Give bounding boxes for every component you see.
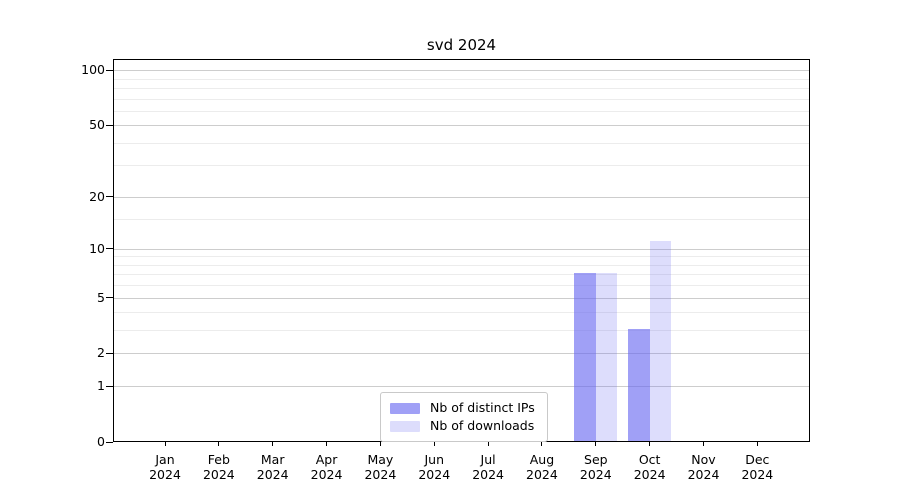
legend-swatch-downloads-icon — [390, 420, 420, 432]
x-tick-mark — [595, 442, 597, 446]
x-tick-label: Jun 2024 — [400, 452, 468, 482]
gridline-minor — [114, 165, 809, 167]
x-tick-month: Aug — [529, 452, 555, 467]
x-tick-label: Dec 2024 — [723, 452, 791, 482]
gridline-major — [114, 353, 809, 355]
x-tick-mark — [433, 442, 435, 446]
bar-distinct-ips-sep — [574, 273, 596, 441]
x-tick-year: 2024 — [256, 467, 289, 482]
y-tick-label: 5 — [97, 289, 105, 305]
x-tick-label: Nov 2024 — [670, 452, 738, 482]
x-tick-label: Sep 2024 — [562, 452, 630, 482]
x-tick-label: Jan 2024 — [131, 452, 199, 482]
legend-item-downloads: Nb of downloads — [390, 418, 538, 434]
x-tick-month: Feb — [207, 452, 230, 467]
x-tick-mark — [326, 442, 328, 446]
gridline-minor — [114, 285, 809, 287]
x-tick-year: 2024 — [526, 467, 558, 482]
legend-item-distinct-ips: Nb of distinct IPs — [390, 400, 538, 416]
y-tick-label: 20 — [89, 188, 105, 204]
gridline-minor — [114, 87, 809, 89]
bar-distinct-ips-oct — [628, 329, 650, 441]
x-tick-label: Feb 2024 — [185, 452, 253, 482]
x-tick-month: Apr — [315, 452, 338, 467]
x-tick-label: Jul 2024 — [454, 452, 522, 482]
y-tick-label: 0 — [97, 434, 105, 449]
gridline-minor — [114, 274, 809, 276]
gridline-major — [114, 248, 809, 250]
x-tick-year: 2024 — [579, 467, 612, 482]
x-tick-year: 2024 — [364, 467, 397, 482]
gridline-major — [114, 386, 809, 388]
x-tick-label: Mar 2024 — [239, 452, 307, 482]
gridline-major — [114, 70, 809, 72]
y-tick-mark — [106, 196, 113, 198]
plot-area — [113, 59, 810, 442]
gridline-minor — [114, 330, 809, 332]
x-tick-month: Nov — [691, 452, 716, 467]
gridline-minor — [114, 110, 809, 112]
x-tick-month: Sep — [584, 452, 608, 467]
x-tick-mark — [272, 442, 274, 446]
y-tick-label: 10 — [89, 240, 105, 256]
x-tick-label: Apr 2024 — [293, 452, 361, 482]
x-tick-mark — [703, 442, 704, 446]
x-tick-mark — [218, 442, 220, 446]
gridline-minor — [114, 218, 809, 220]
y-tick-mark — [106, 69, 113, 71]
x-tick-year: 2024 — [202, 467, 235, 482]
legend-label-distinct-ips: Nb of distinct IPs — [430, 400, 535, 415]
x-tick-month: Oct — [638, 452, 661, 467]
y-tick-label: 50 — [89, 117, 105, 133]
x-tick-month: May — [367, 452, 394, 467]
bar-downloads-oct — [649, 240, 672, 441]
y-tick-mark — [106, 248, 113, 250]
gridline-major — [114, 196, 809, 198]
x-tick-year: 2024 — [149, 467, 181, 482]
x-tick-month: Jul — [480, 452, 496, 467]
x-tick-year: 2024 — [472, 467, 504, 482]
y-tick-label: 1 — [97, 378, 105, 394]
gridline-major — [114, 297, 809, 299]
x-tick-year: 2024 — [418, 467, 451, 482]
gridline-minor — [114, 98, 809, 100]
x-tick-label: Aug 2024 — [508, 452, 576, 482]
y-tick-label: 100 — [81, 62, 105, 78]
x-tick-month: Jun — [424, 452, 445, 467]
x-tick-label: Oct 2024 — [616, 452, 684, 482]
gridline-major — [114, 125, 809, 127]
x-tick-label: May 2024 — [346, 452, 414, 482]
gridline-minor — [114, 142, 809, 144]
gridline-minor — [114, 78, 809, 80]
x-tick-mark — [379, 442, 381, 446]
x-tick-mark — [541, 442, 543, 446]
y-tick-label: 2 — [97, 345, 105, 361]
chart-title: svd 2024 — [426, 36, 497, 54]
x-tick-year: 2024 — [633, 467, 666, 482]
gridline-minor — [114, 312, 809, 314]
x-tick-year: 2024 — [741, 467, 774, 482]
y-tick-mark — [106, 352, 113, 354]
y-tick-mark — [106, 441, 113, 443]
x-tick-mark — [487, 442, 489, 446]
y-tick-mark — [106, 385, 113, 387]
x-tick-year: 2024 — [687, 467, 720, 482]
x-tick-mark — [756, 442, 758, 446]
legend: Nb of distinct IPs Nb of downloads — [380, 392, 548, 442]
x-tick-mark — [164, 442, 166, 446]
x-tick-mark — [649, 442, 651, 446]
x-tick-year: 2024 — [310, 467, 343, 482]
x-tick-month: Jan — [155, 452, 175, 467]
y-tick-mark — [106, 297, 113, 299]
gridline-minor — [114, 256, 809, 258]
x-tick-month: Dec — [745, 452, 770, 467]
bar-downloads-sep — [595, 273, 618, 441]
y-tick-mark — [106, 124, 113, 126]
legend-swatch-distinct-ips-icon — [390, 402, 420, 414]
x-tick-month: Mar — [260, 452, 285, 467]
legend-label-downloads: Nb of downloads — [430, 418, 535, 433]
gridline-minor — [114, 264, 809, 266]
